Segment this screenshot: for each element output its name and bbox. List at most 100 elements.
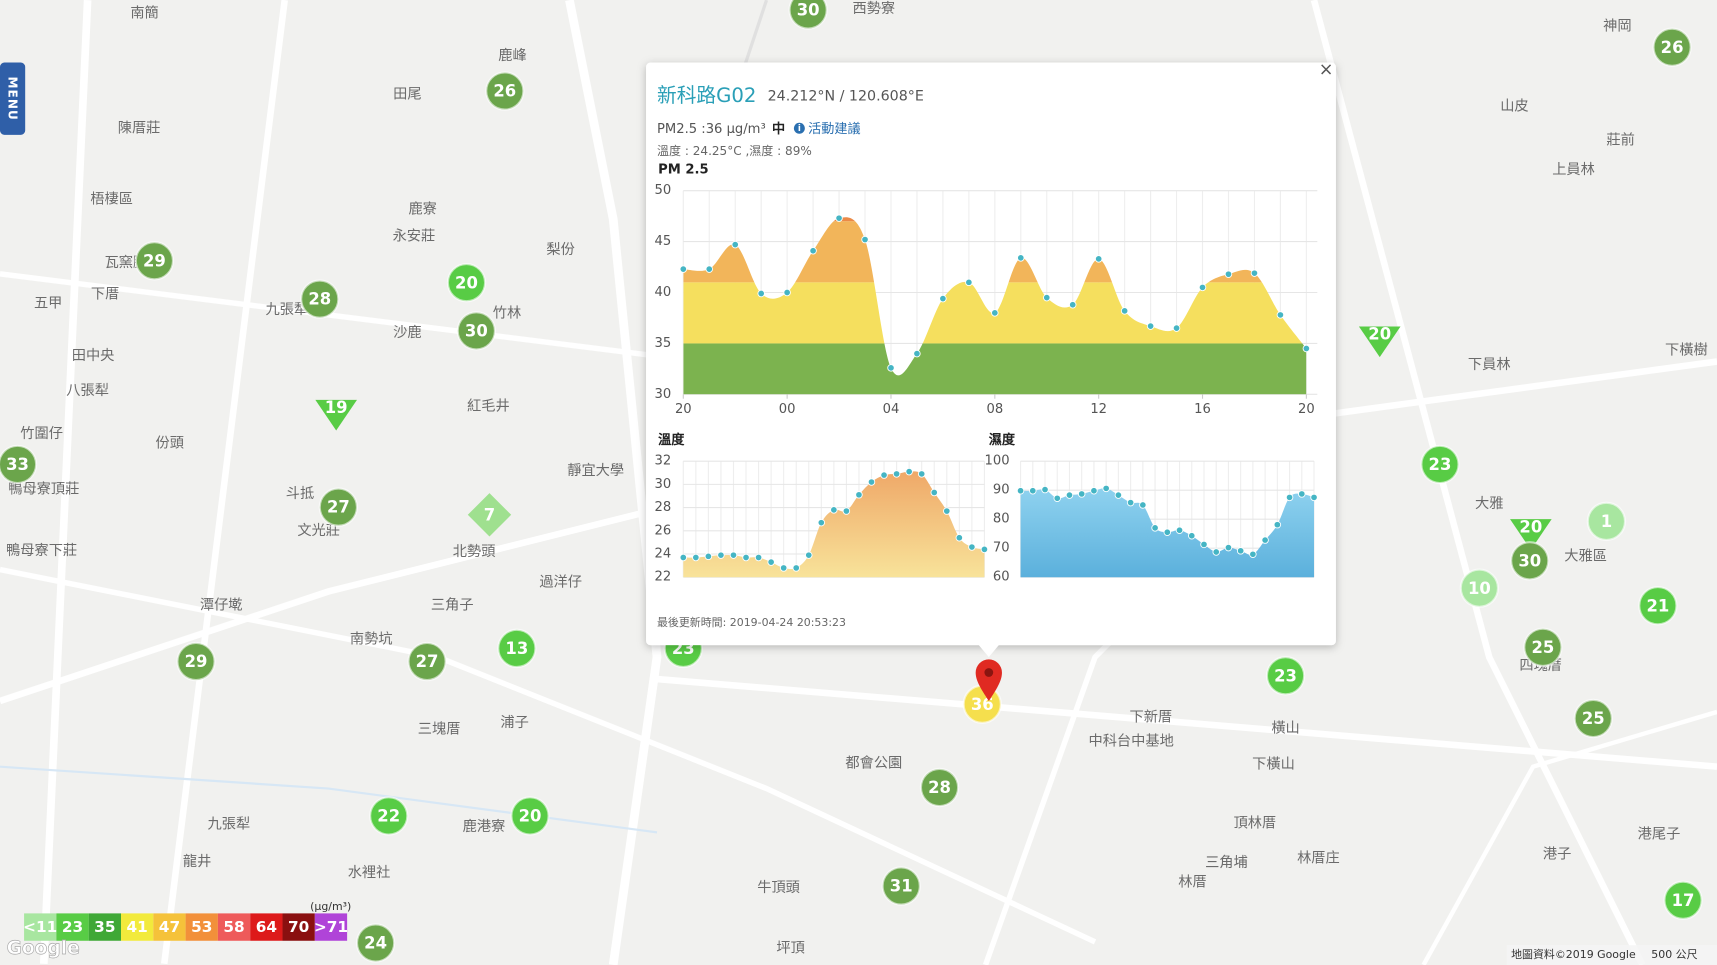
place-label: 水裡社 [348,864,391,881]
place-label: 陳厝莊 [118,119,161,136]
marker-triangle [315,399,357,431]
legend-swatch [153,913,186,941]
y-tick-label: 30 [655,477,672,492]
data-point [1151,524,1159,532]
data-point [1276,311,1285,319]
legend-swatch [185,913,218,941]
place-label: 南勢坑 [350,631,393,648]
data-point [817,518,826,527]
place-label: 梧棲區 [90,190,133,207]
attribution-bg [1506,945,1717,965]
y-tick-label: 90 [993,483,1010,498]
close-button[interactable]: × [1319,60,1334,80]
marker-value: 20 [1368,325,1391,344]
place-label: 大雅 [1475,495,1503,512]
info-icon[interactable] [793,122,805,134]
marker-value: 1 [1601,512,1612,531]
chart-title: PM 2.5 [658,162,709,177]
data-point [717,551,725,559]
data-point [939,294,947,303]
place-label: 紅毛井 [467,397,510,414]
weather-reading: 溫度 : 24.25°C ,濕度 : 89% [657,143,812,158]
marker-value: 10 [1468,579,1491,598]
data-point [1298,490,1306,498]
place-label: 山皮 [1500,97,1528,114]
marker-circle [497,628,537,669]
data-point [679,553,688,562]
data-point [892,470,901,478]
data-point [1224,270,1233,278]
place-label: 港尾子 [1638,826,1681,843]
data-point [1250,269,1259,277]
menu-button[interactable]: MENU [0,62,26,135]
attribution: 地圖資料©2019 Google [1511,947,1636,961]
marker-value: 29 [185,652,208,671]
data-point [679,265,688,273]
marker-circle [1459,568,1500,608]
place-label: 潭仔墘 [200,597,243,614]
data-point [692,553,700,562]
chart-title: 溫度 [658,431,685,448]
data-point [943,507,951,515]
place-label: 下橫樹 [1665,342,1708,359]
data-point [1068,301,1077,309]
info-icon-glyph[interactable]: i [798,124,801,134]
data-point [1120,307,1129,315]
place-label: 下橫山 [1252,755,1295,772]
marker-value: 30 [465,321,488,340]
marker-circle [1420,444,1460,485]
data-point [1212,548,1220,556]
place-label: 南簡 [130,4,158,21]
data-point [1236,547,1245,555]
menu-label[interactable]: MENU [6,76,20,120]
place-label: 北勢頭 [453,543,496,560]
marker-value: 23 [1274,666,1297,685]
place-label: 梨份 [546,241,574,258]
place-label: 九張犁 [208,816,251,833]
legend-swatch [56,913,89,941]
data-point [930,488,938,497]
data-point [1249,550,1257,559]
data-point [1198,283,1207,292]
data-point [729,551,738,559]
update-time: 最後更新時間: 2019-04-24 20:53:23 [657,615,846,629]
data-point [1302,344,1311,353]
place-label: 九張犁 [266,301,309,318]
data-point [731,240,739,249]
x-tick-label: 20 [1298,402,1315,417]
google-logo: Google [7,938,80,959]
y-tick-label: 70 [993,541,1010,556]
data-point [1273,520,1282,529]
marker-circle [355,923,396,963]
data-point [704,552,713,561]
legend-swatch [217,913,251,941]
advice-link[interactable]: 活動建議 [808,121,861,137]
y-tick-label: 22 [655,570,672,585]
place-label: 上員林 [1552,161,1595,178]
data-point [1114,491,1123,499]
menu-tab[interactable] [0,62,26,135]
data-point [991,309,999,317]
data-point [742,553,750,562]
marker-circle [407,641,447,682]
pin [975,659,1002,701]
place-label: 永安莊 [393,228,436,245]
marker-value: 13 [505,639,528,658]
marker-circle [1663,880,1703,920]
y-tick-label: 40 [655,285,672,300]
data-point [767,558,775,566]
data-point [1188,532,1196,540]
marker-value: 26 [493,82,516,101]
marker-value: 27 [327,498,350,517]
marker-diamond [467,493,512,537]
y-tick-label: 35 [655,336,672,351]
data-point [1029,487,1037,495]
marker-value: 21 [1646,596,1669,615]
place-label: 鴨母寮下莊 [6,541,77,559]
x-tick-label: 16 [1194,402,1211,417]
pm25-level: 中 [772,120,785,137]
marker-value: 20 [519,807,542,826]
color-band [683,343,1307,395]
